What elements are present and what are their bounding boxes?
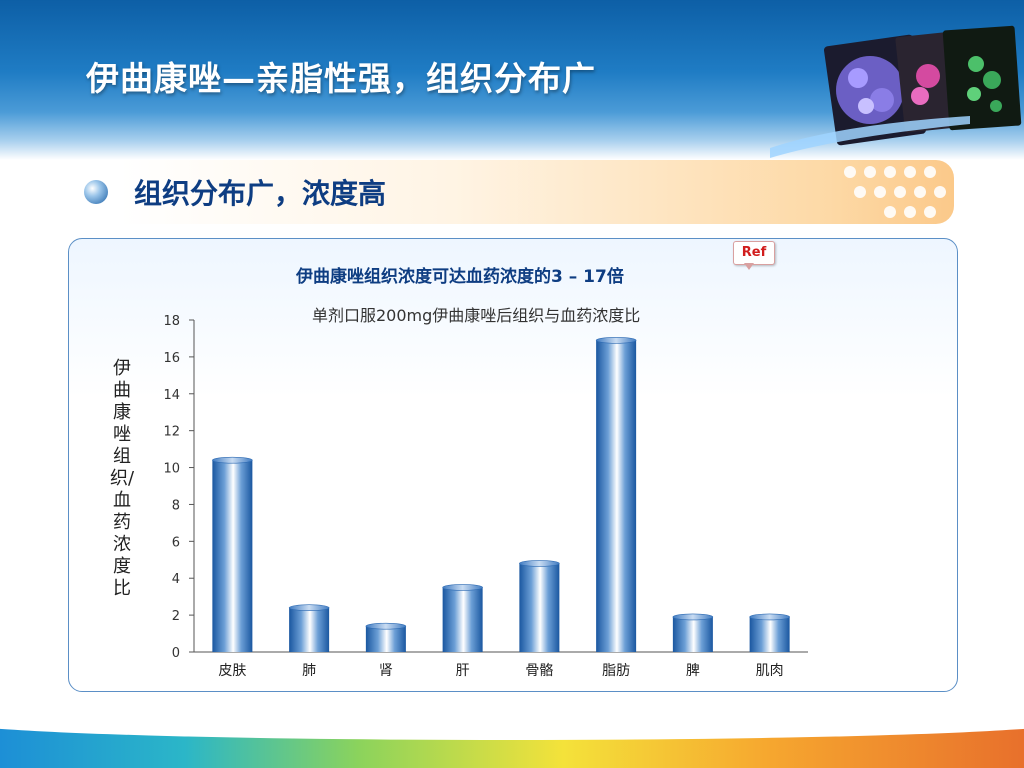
fungus-image-collage <box>770 25 1022 158</box>
x-tick-label: 骨骼 <box>525 663 553 679</box>
x-tick-label: 肌肉 <box>756 663 784 679</box>
bar-皮肤 <box>212 456 253 652</box>
bullet-highlight-band <box>120 160 954 224</box>
bar-cap <box>672 613 714 621</box>
bar-body <box>749 616 790 652</box>
bar-脂肪 <box>595 336 637 652</box>
x-tick-label: 肾 <box>379 663 393 679</box>
bullet-sphere-icon <box>84 180 108 204</box>
bar-body <box>596 340 637 652</box>
bar-cap <box>749 613 790 621</box>
y-tick-label: 2 <box>172 609 180 624</box>
bar-cap <box>212 456 253 464</box>
y-tick-label: 12 <box>163 425 180 440</box>
x-tick-label: 脾 <box>686 663 700 679</box>
bar-body <box>365 626 406 652</box>
y-tick-label: 0 <box>172 646 180 661</box>
bar-cap <box>365 622 407 630</box>
bar-cap <box>519 560 560 567</box>
bar-肾 <box>365 622 407 652</box>
bar-cap <box>288 604 330 612</box>
bar-body <box>289 607 330 652</box>
ref-badge-pointer <box>744 263 754 270</box>
slide-title: 伊曲康唑—亲脂性强，组织分布广 <box>86 59 596 98</box>
x-tick-label: 肺 <box>302 663 316 679</box>
bar-body <box>672 616 713 652</box>
y-tick-label: 14 <box>163 388 180 403</box>
bar-body <box>442 587 483 652</box>
bullet-heading: 组织分布广，浓度高 <box>134 177 387 210</box>
bottom-curve-mask <box>0 700 1024 740</box>
decorative-dot-pattern <box>844 166 946 218</box>
x-tick-label: 脂肪 <box>602 663 630 679</box>
x-tick-label: 皮肤 <box>218 663 246 679</box>
x-tick-label: 肝 <box>456 663 470 679</box>
bar-chart: 0 2 4 6 8 10 12 14 16 18 皮肤 肺 肾 肝 骨骼 脂肪 脾 肌肉 <box>163 314 808 679</box>
ref-badge[interactable]: Ref <box>733 241 775 265</box>
chart-subtitle: 单剂口服200mg伊曲康唑后组织与血药浓度比 <box>312 306 641 325</box>
bar-脾 <box>672 613 714 652</box>
bar-肌肉 <box>749 613 790 652</box>
y-tick-label: 10 <box>163 462 180 477</box>
bar-cap <box>442 584 483 591</box>
bar-肝 <box>442 584 483 652</box>
y-tick-label: 8 <box>172 498 180 513</box>
y-tick-label: 4 <box>172 572 180 587</box>
bar-cap <box>595 336 637 344</box>
bar-骨骼 <box>519 560 560 652</box>
bar-body <box>212 460 253 652</box>
bar-body <box>519 563 560 652</box>
y-tick-label: 16 <box>163 351 180 366</box>
y-axis-label: 伊曲康唑组织/血药浓度比 <box>109 358 135 599</box>
y-tick-label: 18 <box>163 314 180 329</box>
chart-title: 伊曲康唑组织浓度可达血药浓度的3 – 17倍 <box>296 267 624 287</box>
bar-肺 <box>288 604 330 652</box>
y-tick-label: 6 <box>172 535 180 550</box>
